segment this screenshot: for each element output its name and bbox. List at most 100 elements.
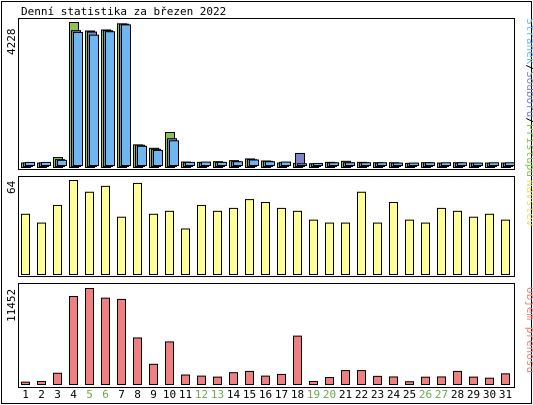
bar-strnek-day-24 (393, 162, 403, 166)
bar-traffic-day-25 (405, 381, 414, 386)
day-label-11: 11 (179, 388, 192, 401)
bar-traffic-day-16 (261, 375, 270, 386)
bar-traffic-day-29 (469, 376, 478, 385)
bar-strnek-day-22 (361, 162, 371, 167)
bar-traffic-day-21 (341, 370, 350, 386)
bar-visits-day-24 (389, 202, 398, 275)
bar-visits-day-15 (245, 199, 254, 275)
bar-traffic-day-14 (229, 372, 238, 386)
day-label-28: 28 (451, 388, 464, 401)
day-label-25: 25 (403, 388, 416, 401)
bar-strnek-day-20 (329, 162, 339, 167)
traffic-scale-label: 11452 (5, 289, 18, 322)
bar-strnek-day-9 (153, 149, 163, 167)
bar-traffic-day-18 (293, 335, 302, 386)
bar-visits-day-1 (21, 213, 30, 275)
bar-traffic-day-5 (85, 288, 94, 385)
visits-bars (21, 180, 510, 275)
day-label-7: 7 (118, 388, 125, 401)
bar-visits-day-22 (357, 191, 366, 275)
bar-strnek-day-16 (265, 161, 275, 166)
bar-visits-day-7 (117, 216, 126, 275)
hits-legend: Stránek/Souborů/Přístupů (524, 18, 533, 177)
bar-visits-day-12 (197, 204, 206, 275)
bar-traffic-day-6 (101, 297, 110, 386)
visits-legend: Návštěv (524, 180, 533, 227)
bar-visits-day-6 (101, 185, 110, 275)
legend-pages: Stránek (524, 18, 533, 65)
day-label-5: 5 (86, 388, 93, 401)
day-label-19: 19 (307, 388, 320, 401)
bar-strnek-day-29 (473, 162, 483, 166)
day-label-6: 6 (102, 388, 109, 401)
bar-strnek-day-28 (457, 162, 467, 167)
bar-visits-day-21 (341, 222, 350, 275)
day-label-15: 15 (243, 388, 256, 401)
bar-visits-day-13 (213, 210, 222, 275)
visits-scale-label: 64 (5, 180, 18, 194)
bar-strnek-day-11 (185, 161, 195, 167)
day-label-9: 9 (150, 388, 157, 401)
bar-visits-day-28 (453, 210, 462, 275)
bar-soubor-day-18 (295, 152, 305, 168)
bar-visits-day-30 (485, 213, 494, 275)
bar-traffic-day-8 (133, 337, 142, 385)
day-label-1: 1 (22, 388, 29, 401)
bar-visits-day-3 (53, 204, 62, 275)
hits-scale-label: 4228 (5, 29, 18, 56)
bar-strnek-day-6 (105, 31, 115, 166)
bar-strnek-day-12 (201, 161, 211, 166)
bar-strnek-day-30 (489, 162, 499, 167)
bar-strnek-day-4 (73, 31, 83, 166)
day-axis-labels: 1 2 3 4 5 6 7 8 9 10 11 12 13 14 15 16 17 18 19 20 21 22 23 24 2… (22, 388, 512, 401)
bar-traffic-day-1 (21, 381, 30, 385)
bar-visits-day-11 (181, 228, 190, 275)
day-label-12: 12 (195, 388, 208, 401)
bar-strnek-day-17 (281, 161, 291, 166)
hits-panel: 4228 Stránek/Souborů/Přístupů (5, 18, 533, 177)
bar-traffic-day-11 (181, 374, 190, 385)
day-label-23: 23 (371, 388, 384, 401)
bar-visits-day-20 (325, 222, 334, 275)
bar-traffic-day-20 (325, 377, 334, 386)
bar-visits-day-17 (277, 207, 286, 275)
day-label-16: 16 (259, 388, 272, 401)
bar-strnek-day-25 (409, 162, 419, 166)
hits-bars (21, 22, 515, 169)
bar-traffic-day-13 (213, 376, 222, 385)
bar-strnek-day-2 (41, 161, 51, 167)
bar-strnek-day-5 (89, 34, 99, 167)
bar-visits-day-18 (293, 210, 302, 275)
day-label-4: 4 (70, 388, 77, 401)
day-label-8: 8 (134, 388, 141, 401)
bar-traffic-day-28 (453, 370, 462, 386)
bar-traffic-day-7 (117, 298, 126, 385)
bar-strnek-day-1 (25, 161, 35, 167)
graph-title: Denní statistika za březen 2022 (21, 5, 226, 18)
day-label-3: 3 (54, 388, 61, 401)
bar-traffic-day-4 (69, 295, 78, 385)
day-label-14: 14 (227, 388, 241, 401)
bar-traffic-day-9 (149, 363, 158, 386)
bar-visits-day-10 (165, 210, 174, 275)
bar-visits-day-4 (69, 180, 78, 275)
day-label-26: 26 (419, 388, 432, 401)
legend-separator: / (524, 64, 533, 71)
bar-visits-day-8 (133, 182, 142, 275)
bar-visits-day-2 (37, 222, 46, 275)
bar-traffic-day-17 (277, 373, 286, 385)
bar-visits-day-29 (469, 216, 478, 275)
bar-traffic-day-15 (245, 370, 254, 386)
bar-strnek-day-10 (169, 140, 179, 167)
bar-visits-day-5 (85, 191, 94, 275)
bar-traffic-day-12 (197, 375, 206, 386)
legend-files: Souborů (524, 71, 533, 117)
bar-visits-day-31 (501, 219, 510, 275)
bar-strnek-day-18 (297, 163, 307, 167)
bar-strnek-day-21 (345, 162, 355, 167)
bar-visits-day-26 (421, 222, 430, 275)
bar-strnek-day-27 (441, 162, 451, 167)
bar-visits-day-19 (309, 219, 318, 275)
traffic-panel: 11452 Objem přenosu (5, 283, 533, 388)
